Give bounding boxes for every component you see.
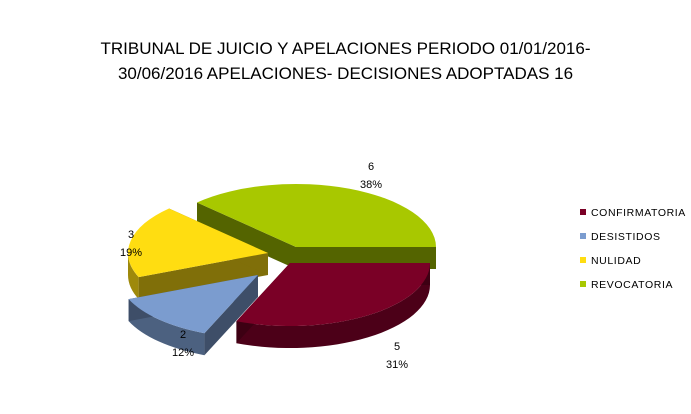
legend-label-confirmatoria: CONFIRMATORIA <box>591 207 686 219</box>
pie-slice-confirmatoria <box>236 263 430 348</box>
pie-slice-wall <box>138 253 268 300</box>
chart-title-line-2: 30/06/2016 APELACIONES- DECISIONES ADOPT… <box>117 64 574 83</box>
pie-slice-top <box>128 275 258 334</box>
data-label-percent-confirmatoria: 31% <box>386 359 408 371</box>
legend-swatch-desistidos <box>580 233 586 239</box>
data-label-percent-desistidos: 12% <box>172 347 194 359</box>
data-label-value-revocatoria: 6 <box>368 161 374 173</box>
pie-slice-nulidad <box>128 208 268 300</box>
pie-slice-side <box>236 263 430 348</box>
data-label-percent-revocatoria: 38% <box>360 179 382 191</box>
data-label-value-nulidad: 3 <box>128 229 134 241</box>
data-label-percent-nulidad: 19% <box>120 247 142 259</box>
chart-title-line-1: TRIBUNAL DE JUICIO Y APELACIONES PERIODO… <box>100 39 591 58</box>
legend-label-nulidad: NULIDAD <box>591 255 641 267</box>
legend-label-revocatoria: REVOCATORIA <box>591 279 673 291</box>
pie-slice-wall <box>197 202 296 269</box>
legend: CONFIRMATORIA DESISTIDOS NULIDAD REVOCATORI… <box>580 207 686 291</box>
pie-slice-top <box>236 263 430 327</box>
pie-slice-side <box>128 253 139 300</box>
pie-slice-desistidos <box>128 275 258 356</box>
legend-swatch-nulidad <box>580 257 586 263</box>
data-label-value-desistidos: 2 <box>180 329 186 341</box>
chart-title: TRIBUNAL DE JUICIO Y APELACIONES PERIODO… <box>40 36 651 86</box>
pie-slice-top <box>128 208 268 278</box>
data-label-value-confirmatoria: 5 <box>394 341 400 353</box>
legend-swatch-confirmatoria <box>580 209 586 215</box>
legend-swatch-revocatoria <box>580 281 586 287</box>
pie-slice-side <box>128 299 205 356</box>
pie-slice-top <box>197 184 436 247</box>
legend-label-desistidos: DESISTIDOS <box>591 231 661 243</box>
